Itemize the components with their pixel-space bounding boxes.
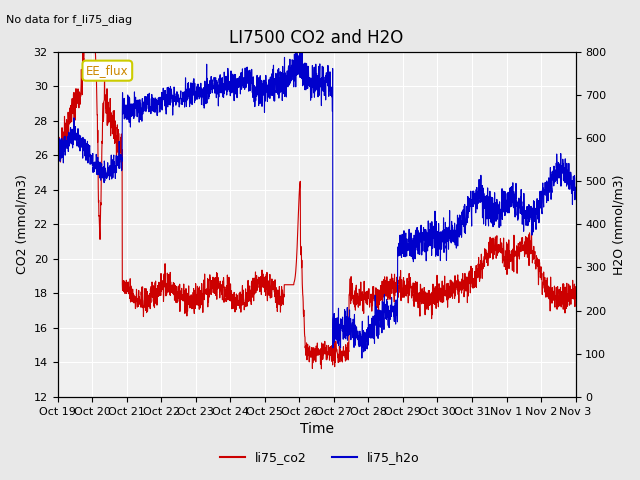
Text: No data for f_li75_diag: No data for f_li75_diag [6, 14, 132, 25]
Text: EE_flux: EE_flux [86, 64, 129, 77]
X-axis label: Time: Time [300, 422, 333, 436]
Y-axis label: H2O (mmol/m3): H2O (mmol/m3) [612, 174, 625, 275]
Legend: li75_co2, li75_h2o: li75_co2, li75_h2o [215, 446, 425, 469]
Title: LI7500 CO2 and H2O: LI7500 CO2 and H2O [229, 29, 404, 48]
Y-axis label: CO2 (mmol/m3): CO2 (mmol/m3) [15, 174, 28, 274]
